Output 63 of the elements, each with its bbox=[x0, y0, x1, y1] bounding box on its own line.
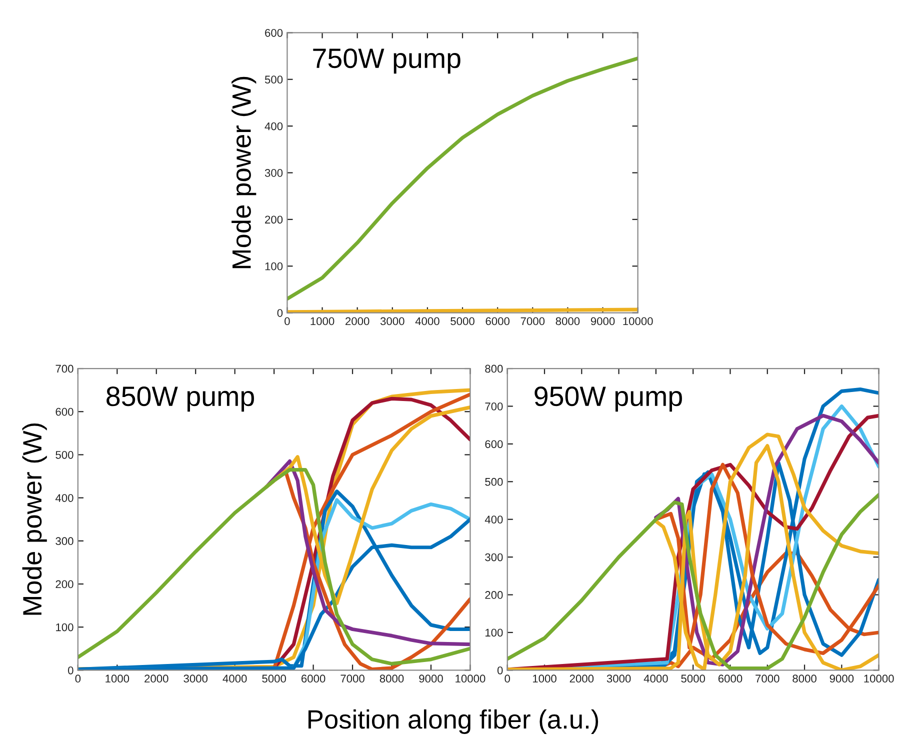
y-tick-label: 0 bbox=[277, 309, 283, 317]
y-tick-label: 300 bbox=[264, 169, 283, 177]
x-tick-label: 5000 bbox=[262, 674, 286, 683]
x-tick-label: 1000 bbox=[310, 317, 334, 326]
y-tick-label: 400 bbox=[264, 122, 283, 130]
x-tick-label: 8000 bbox=[380, 674, 404, 683]
x-tick-label: 4000 bbox=[644, 674, 668, 683]
y-tick-label: 800 bbox=[485, 364, 503, 373]
x-tick-label: 0 bbox=[504, 674, 510, 683]
y-tick-label: 200 bbox=[56, 580, 74, 588]
text: 750W pump bbox=[313, 48, 460, 74]
x-tick-label: 6000 bbox=[486, 317, 510, 326]
x-tick-label: 7000 bbox=[756, 674, 780, 683]
x-tick-label: 1000 bbox=[106, 674, 130, 683]
x-tick-label: 5000 bbox=[681, 674, 706, 683]
x-tick-label: 8000 bbox=[792, 674, 816, 683]
text: 950W pump bbox=[534, 386, 682, 412]
y-tick-label: 300 bbox=[485, 553, 503, 562]
x-tick-label: 6000 bbox=[302, 674, 326, 683]
y-axis-title: Mode power (W) bbox=[232, 76, 256, 268]
x-tick-label: 3000 bbox=[380, 317, 404, 326]
y-tick-label: 300 bbox=[56, 537, 74, 546]
y-tick-label: 400 bbox=[484, 516, 503, 524]
x-tick-label: 0 bbox=[284, 317, 290, 326]
y-tick-label: 100 bbox=[265, 262, 283, 270]
x-tick-label: 10000 bbox=[456, 674, 486, 683]
x-tick-label: 1000 bbox=[532, 674, 556, 683]
y-tick-label: 0 bbox=[68, 666, 74, 674]
x-tick-label: 6000 bbox=[718, 674, 742, 683]
x-axis-title: Position along fiber (a.u.) bbox=[308, 709, 598, 734]
y-axis-title: Mode power (W) bbox=[22, 423, 47, 615]
x-tick-label: 4000 bbox=[222, 674, 247, 683]
x-tick-label: 2000 bbox=[346, 317, 370, 326]
y-tick-label: 200 bbox=[485, 591, 503, 599]
y-tick-label: 500 bbox=[56, 450, 74, 459]
y-tick-label: 500 bbox=[264, 76, 283, 84]
x-tick-label: 4000 bbox=[415, 317, 440, 326]
y-tick-label: 100 bbox=[486, 628, 503, 637]
y-tick-label: 600 bbox=[56, 408, 74, 416]
x-tick-label: 10000 bbox=[864, 674, 894, 683]
y-tick-label: 600 bbox=[485, 440, 503, 448]
x-tick-label: 0 bbox=[75, 674, 81, 683]
y-tick-label: 0 bbox=[497, 666, 503, 674]
x-tick-label: 5000 bbox=[450, 317, 474, 326]
text: 850W pump bbox=[106, 386, 254, 412]
x-tick-label: 9000 bbox=[419, 674, 443, 683]
y-tick-label: 500 bbox=[485, 478, 503, 486]
y-tick-label: 200 bbox=[265, 216, 283, 224]
x-tick-label: 2000 bbox=[144, 674, 168, 683]
x-tick-label: 3000 bbox=[606, 674, 631, 683]
x-tick-label: 9000 bbox=[590, 317, 615, 326]
x-tick-label: 10000 bbox=[623, 317, 653, 326]
x-tick-label: 8000 bbox=[556, 317, 580, 326]
x-tick-label: 9000 bbox=[830, 674, 854, 683]
x-tick-label: 7000 bbox=[340, 674, 364, 683]
x-tick-label: 2000 bbox=[570, 674, 594, 683]
y-tick-label: 600 bbox=[265, 28, 283, 37]
y-tick-label: 700 bbox=[56, 364, 74, 373]
y-tick-label: 400 bbox=[55, 494, 74, 502]
y-tick-label: 100 bbox=[56, 623, 74, 632]
x-tick-label: 7000 bbox=[520, 317, 545, 326]
x-tick-label: 3000 bbox=[184, 674, 208, 683]
y-tick-label: 700 bbox=[485, 402, 503, 410]
